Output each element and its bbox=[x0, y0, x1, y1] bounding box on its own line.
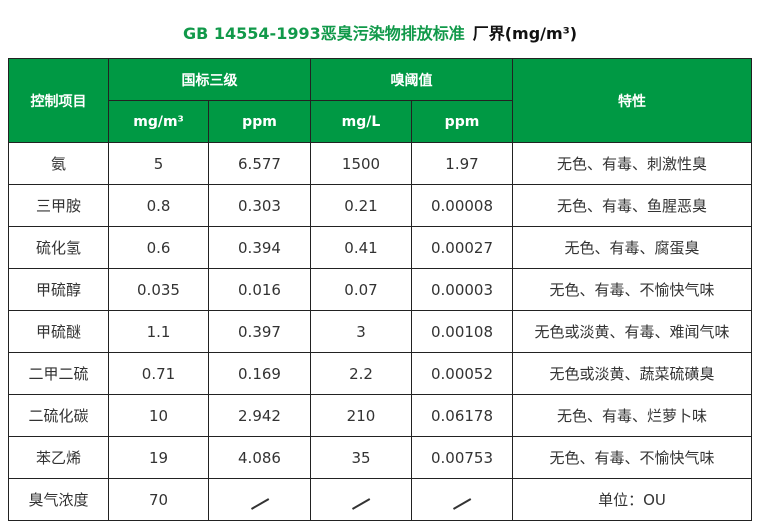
cell-th-ppm: 0.00008 bbox=[411, 184, 513, 227]
cell-ppm: 2.942 bbox=[208, 394, 311, 437]
cell-th-ppm: 0.00052 bbox=[411, 352, 513, 395]
cell-th-ppm: 0.00753 bbox=[411, 436, 513, 479]
cell-item: 硫化氢 bbox=[8, 226, 109, 269]
cell-prop: 无色、有毒、不愉快气味 bbox=[512, 268, 752, 311]
cell-prop: 无色、有毒、鱼腥恶臭 bbox=[512, 184, 752, 227]
cell-mg-m3: 1.1 bbox=[108, 310, 209, 353]
cell-mg-m3: 10 bbox=[108, 394, 209, 437]
cell-prop: 无色、有毒、烂萝卜味 bbox=[512, 394, 752, 437]
cell-prop: 单位：OU bbox=[512, 478, 752, 521]
cell-mg-l: 1500 bbox=[310, 142, 412, 185]
table-row: 二硫化碳 10 2.942 210 0.06178 无色、有毒、烂萝卜味 bbox=[8, 394, 752, 437]
slash-mark bbox=[250, 498, 269, 510]
cell-ppm: 0.303 bbox=[208, 184, 311, 227]
cell-item: 甲硫醚 bbox=[8, 310, 109, 353]
table-row: 三甲胺 0.8 0.303 0.21 0.00008 无色、有毒、鱼腥恶臭 bbox=[8, 184, 752, 227]
cell-mg-m3: 70 bbox=[108, 478, 209, 521]
cell-mg-m3: 0.035 bbox=[108, 268, 209, 311]
cell-item: 二甲二硫 bbox=[8, 352, 109, 395]
cell-item: 甲硫醇 bbox=[8, 268, 109, 311]
table-row: 甲硫醚 1.1 0.397 3 0.00108 无色或淡黄、有毒、难闻气味 bbox=[8, 310, 752, 353]
table-row: 二甲二硫 0.71 0.169 2.2 0.00052 无色或淡黄、蔬菜硫磺臭 bbox=[8, 352, 752, 395]
cell-prop: 无色、有毒、刺激性臭 bbox=[512, 142, 752, 185]
title-main: GB 14554-1993恶臭污染物排放标准 bbox=[182, 24, 465, 43]
cell-mg-m3: 0.8 bbox=[108, 184, 209, 227]
not-applicable-cell bbox=[310, 478, 412, 521]
cell-prop: 无色或淡黄、蔬菜硫磺臭 bbox=[512, 352, 752, 395]
slash-mark bbox=[351, 498, 371, 510]
table-row: 臭气浓度 70 单位：OU bbox=[8, 478, 752, 521]
header-unit: ppm bbox=[411, 100, 513, 143]
cell-mg-m3: 0.6 bbox=[108, 226, 209, 269]
table-row: 苯乙烯 19 4.086 35 0.00753 无色、有毒、不愉快气味 bbox=[8, 436, 752, 479]
cell-th-ppm: 0.06178 bbox=[411, 394, 513, 437]
cell-item: 氨 bbox=[8, 142, 109, 185]
not-applicable-cell bbox=[411, 478, 513, 521]
cell-item: 苯乙烯 bbox=[8, 436, 109, 479]
header-properties: 特性 bbox=[512, 58, 752, 143]
table-row: 氨 5 6.577 1500 1.97 无色、有毒、刺激性臭 bbox=[8, 142, 752, 185]
cell-th-ppm: 0.00003 bbox=[411, 268, 513, 311]
cell-prop: 无色或淡黄、有毒、难闻气味 bbox=[512, 310, 752, 353]
page-title: GB 14554-1993恶臭污染物排放标准 厂界(mg/m³) bbox=[0, 20, 760, 44]
cell-ppm: 0.394 bbox=[208, 226, 311, 269]
header-odor-threshold: 嗅阈值 bbox=[310, 58, 513, 101]
cell-ppm: 0.397 bbox=[208, 310, 311, 353]
cell-th-ppm: 1.97 bbox=[411, 142, 513, 185]
cell-th-ppm: 0.00108 bbox=[411, 310, 513, 353]
cell-ppm: 4.086 bbox=[208, 436, 311, 479]
cell-item: 二硫化碳 bbox=[8, 394, 109, 437]
cell-mg-l: 0.21 bbox=[310, 184, 412, 227]
title-sub: 厂界(mg/m³) bbox=[472, 24, 578, 43]
table-row: 甲硫醇 0.035 0.016 0.07 0.00003 无色、有毒、不愉快气味 bbox=[8, 268, 752, 311]
not-applicable-cell bbox=[208, 478, 311, 521]
cell-prop: 无色、有毒、不愉快气味 bbox=[512, 436, 752, 479]
odor-standard-table: 控制项目 国标三级 嗅阈值 特性 mg/m³ ppm mg/L ppm 氨 5 6.… bbox=[8, 58, 752, 521]
cell-mg-l: 3 bbox=[310, 310, 412, 353]
cell-mg-l: 35 bbox=[310, 436, 412, 479]
cell-mg-m3: 0.71 bbox=[108, 352, 209, 395]
cell-mg-l: 0.41 bbox=[310, 226, 412, 269]
header-national-grade3: 国标三级 bbox=[108, 58, 311, 101]
cell-prop: 无色、有毒、腐蛋臭 bbox=[512, 226, 752, 269]
header-unit: mg/m³ bbox=[108, 100, 209, 143]
cell-ppm: 6.577 bbox=[208, 142, 311, 185]
cell-mg-l: 0.07 bbox=[310, 268, 412, 311]
cell-mg-m3: 5 bbox=[108, 142, 209, 185]
table-row: 硫化氢 0.6 0.394 0.41 0.00027 无色、有毒、腐蛋臭 bbox=[8, 226, 752, 269]
slash-mark bbox=[452, 498, 472, 510]
header-unit: mg/L bbox=[310, 100, 412, 143]
header-unit: ppm bbox=[208, 100, 311, 143]
cell-item: 三甲胺 bbox=[8, 184, 109, 227]
cell-th-ppm: 0.00027 bbox=[411, 226, 513, 269]
cell-item: 臭气浓度 bbox=[8, 478, 109, 521]
cell-mg-l: 210 bbox=[310, 394, 412, 437]
cell-mg-l: 2.2 bbox=[310, 352, 412, 395]
cell-ppm: 0.016 bbox=[208, 268, 311, 311]
cell-ppm: 0.169 bbox=[208, 352, 311, 395]
cell-mg-m3: 19 bbox=[108, 436, 209, 479]
header-control-item: 控制项目 bbox=[8, 58, 109, 143]
